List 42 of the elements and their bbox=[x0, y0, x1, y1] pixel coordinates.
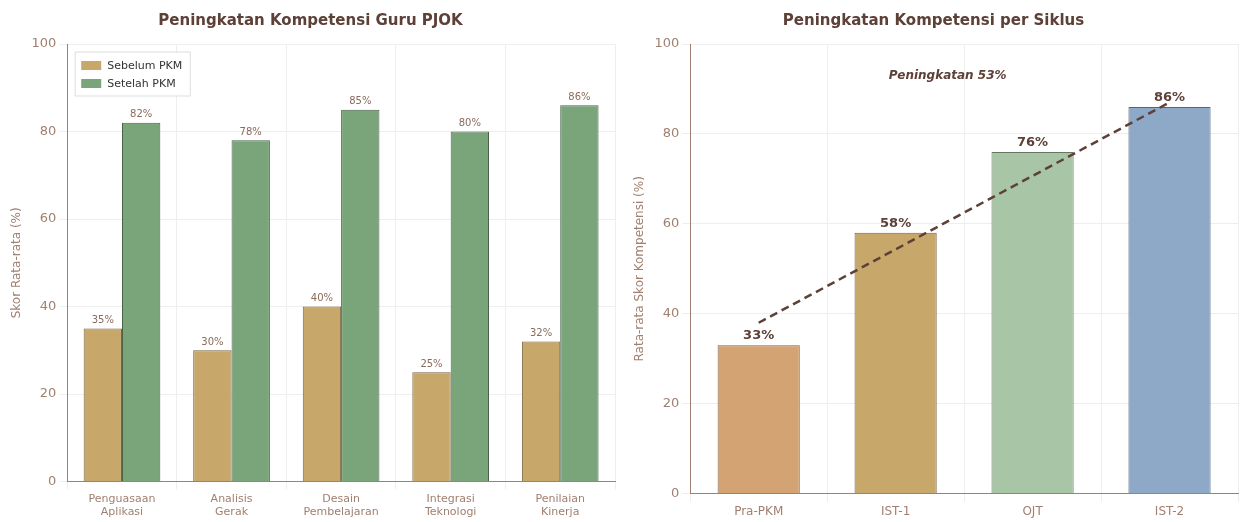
data-label: 78% bbox=[239, 125, 262, 137]
y-tick-label: 60 bbox=[39, 210, 57, 226]
y-tick-label: 0 bbox=[47, 472, 57, 488]
data-label: 32% bbox=[529, 327, 553, 339]
x-tick-label: Penilaian Kinerja bbox=[535, 492, 586, 519]
y-tick-label: 20 bbox=[662, 395, 680, 411]
y-tick-label: 40 bbox=[39, 297, 57, 313]
chart-title: Peningkatan Kompetensi Guru PJOK bbox=[158, 10, 465, 29]
x-tick-label: IST-1 bbox=[880, 503, 911, 518]
x-tick-label: Integrasi Teknologi bbox=[423, 492, 477, 519]
y-tick-label: 80 bbox=[39, 122, 57, 138]
data-label: 35% bbox=[91, 314, 114, 326]
data-label: 85% bbox=[349, 95, 372, 107]
x-tick-label: Desain Pembelajaran bbox=[303, 492, 379, 519]
x-tick-label: Analisis Gerak bbox=[210, 492, 253, 519]
data-label: 86% bbox=[568, 90, 591, 102]
y-tick-label: 60 bbox=[662, 215, 680, 231]
x-tick-label: OJT bbox=[1022, 503, 1044, 518]
data-label: 33% bbox=[743, 327, 775, 343]
y-tick-label: 100 bbox=[654, 35, 680, 51]
chart-title: Peningkatan Kompetensi per Siklus bbox=[782, 10, 1085, 29]
y-axis-title: Rata-rata Skor Kompetensi (%) bbox=[632, 176, 647, 362]
data-label: 76% bbox=[1017, 133, 1049, 149]
data-label: 86% bbox=[1153, 88, 1186, 104]
data-label: 25% bbox=[420, 357, 443, 369]
y-tick-label: 40 bbox=[662, 305, 680, 321]
legend-label: Sebelum PKM bbox=[107, 58, 183, 72]
x-tick-label: IST-2 bbox=[1154, 503, 1185, 518]
annotation: Peningkatan 53% bbox=[888, 67, 1007, 82]
y-axis-title: Skor Rata-rata (%) bbox=[9, 207, 24, 319]
data-label: 80% bbox=[458, 117, 481, 129]
y-tick-label: 100 bbox=[31, 35, 57, 51]
x-tick-label: Pra-PKM bbox=[734, 503, 784, 518]
y-tick-label: 0 bbox=[670, 484, 680, 500]
x-tick-label: Penguasaan Aplikasi bbox=[88, 492, 156, 519]
data-label: 82% bbox=[130, 108, 153, 120]
y-tick-label: 20 bbox=[39, 385, 57, 401]
legend-label: Setelah PKM bbox=[107, 76, 176, 90]
data-label: 40% bbox=[310, 292, 334, 304]
data-label: 30% bbox=[201, 335, 224, 347]
y-tick-label: 80 bbox=[662, 125, 680, 141]
data-label: 58% bbox=[880, 214, 912, 230]
